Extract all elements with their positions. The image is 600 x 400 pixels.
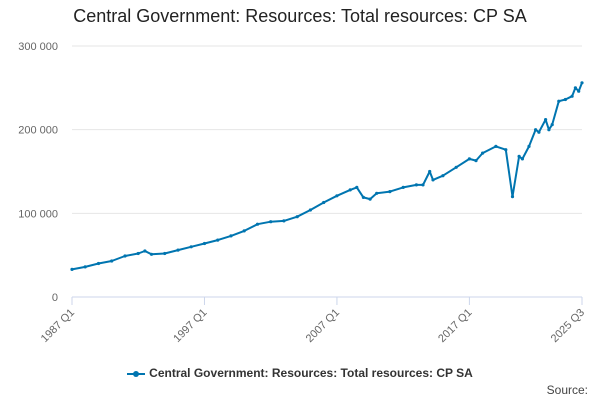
data-point[interactable] — [202, 241, 207, 246]
data-point[interactable] — [348, 188, 352, 192]
data-point[interactable] — [474, 159, 478, 163]
data-point[interactable] — [335, 194, 339, 198]
y-axis: 0 100 000 200 000 300 000 — [18, 41, 58, 304]
data-point[interactable] — [441, 174, 445, 178]
data-point[interactable] — [123, 254, 127, 258]
data-point[interactable] — [580, 81, 584, 85]
data-point[interactable] — [573, 86, 578, 90]
x-tick-label: 2025 Q3 — [549, 307, 587, 345]
chart-title: Central Government: Resources: Total res… — [73, 6, 527, 26]
data-point[interactable] — [295, 215, 299, 219]
data-point[interactable] — [414, 183, 418, 187]
data-point[interactable] — [557, 99, 561, 103]
x-tick-label: 1987 Q1 — [39, 307, 77, 345]
data-point[interactable] — [577, 89, 581, 93]
data-point[interactable] — [229, 234, 233, 238]
data-point[interactable] — [96, 261, 101, 266]
data-point[interactable] — [504, 148, 508, 152]
data-point[interactable] — [421, 183, 425, 187]
data-point[interactable] — [189, 245, 193, 249]
data-point[interactable] — [510, 195, 515, 199]
data-point[interactable] — [563, 97, 568, 102]
data-point[interactable] — [428, 169, 432, 174]
data-point[interactable] — [163, 251, 167, 256]
legend[interactable]: Central Government: Resources: Total res… — [0, 366, 600, 380]
data-point[interactable] — [537, 130, 541, 134]
data-point[interactable] — [534, 128, 538, 132]
data-point[interactable] — [517, 154, 521, 158]
data-point[interactable] — [83, 265, 87, 269]
y-tick-label: 100 000 — [18, 208, 58, 220]
data-point[interactable] — [149, 252, 154, 256]
x-tick-label: 1997 Q1 — [171, 307, 209, 345]
data-point[interactable] — [375, 191, 379, 195]
data-point[interactable] — [520, 157, 525, 161]
data-point[interactable] — [550, 123, 554, 127]
y-tick-label: 300 000 — [18, 41, 58, 53]
data-point[interactable] — [322, 200, 326, 205]
data-point[interactable] — [481, 151, 485, 155]
data-point[interactable] — [544, 118, 548, 122]
data-point[interactable] — [570, 94, 574, 98]
data-point[interactable] — [70, 267, 74, 271]
legend-swatch — [127, 370, 146, 377]
series-layer — [70, 81, 584, 271]
x-tick-label: 2007 Q1 — [304, 307, 342, 345]
data-point[interactable] — [547, 128, 551, 132]
data-point[interactable] — [110, 259, 114, 263]
data-point[interactable] — [527, 144, 531, 148]
data-point[interactable] — [136, 251, 140, 256]
data-point[interactable] — [401, 185, 405, 189]
x-axis: 1987 Q1 1997 Q1 2007 Q1 2017 Q1 2025 Q3 — [39, 296, 587, 345]
data-point[interactable] — [216, 238, 220, 242]
y-tick-label: 200 000 — [18, 125, 58, 137]
data-point[interactable] — [282, 219, 286, 223]
data-point[interactable] — [143, 249, 147, 253]
series-line — [71, 82, 583, 271]
data-point[interactable] — [255, 222, 260, 226]
data-point[interactable] — [242, 229, 246, 233]
source-credit: Source: — [546, 383, 588, 397]
data-point[interactable] — [431, 178, 435, 182]
data-point[interactable] — [388, 190, 392, 194]
data-point[interactable] — [368, 197, 372, 201]
data-point[interactable] — [454, 165, 458, 169]
data-point[interactable] — [361, 195, 365, 199]
legend-label: Central Government: Resources: Total res… — [149, 366, 473, 380]
data-point[interactable] — [494, 144, 498, 148]
x-tick-label: 2017 Q1 — [436, 307, 474, 345]
data-point[interactable] — [355, 185, 359, 189]
gridlines — [72, 45, 582, 298]
data-point[interactable] — [308, 208, 312, 212]
data-point[interactable] — [269, 220, 273, 224]
data-point[interactable] — [176, 248, 180, 252]
data-point[interactable] — [467, 157, 471, 161]
y-tick-label: 0 — [52, 292, 58, 304]
